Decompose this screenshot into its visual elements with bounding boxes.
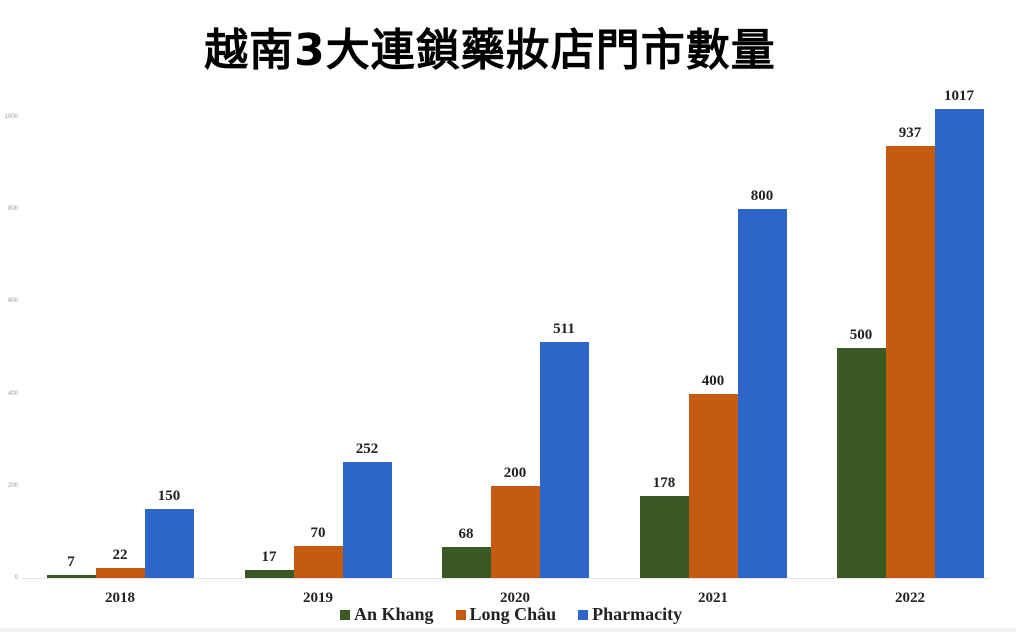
data-label: 200 bbox=[503, 464, 527, 481]
bar-pharmacity-2018 bbox=[144, 508, 194, 578]
x-tick-label: 2021 bbox=[698, 590, 728, 606]
legend-label: Long Châu bbox=[469, 604, 557, 624]
legend-label: An Khang bbox=[354, 604, 434, 624]
y-tick-label: 400 bbox=[7, 390, 18, 397]
legend-item: Pharmacity bbox=[578, 604, 682, 625]
bar-an-khang-2018 bbox=[46, 574, 96, 578]
x-tick-label: 2018 bbox=[105, 590, 135, 606]
data-label: 7 bbox=[67, 553, 75, 570]
data-label: 511 bbox=[553, 321, 575, 338]
bar-pharmacity-2019 bbox=[342, 461, 392, 578]
bar-an-khang-2020 bbox=[441, 546, 491, 578]
data-label: 68 bbox=[458, 525, 474, 542]
data-label: 800 bbox=[750, 188, 774, 205]
bar-long-chau-2019 bbox=[293, 545, 343, 578]
data-label: 252 bbox=[355, 440, 379, 457]
legend-swatch-icon bbox=[455, 609, 466, 620]
chart-title: 越南3大連鎖藥妝店門市數量 bbox=[204, 25, 776, 76]
bar-long-chau-2021 bbox=[688, 393, 738, 578]
bottom-border-strip bbox=[0, 628, 1016, 632]
bar-an-khang-2022 bbox=[836, 347, 886, 578]
data-label: 22 bbox=[112, 546, 128, 563]
bar-long-chau-2020 bbox=[490, 485, 540, 578]
bar-pharmacity-2021 bbox=[737, 209, 787, 578]
x-tick-label: 2019 bbox=[303, 590, 333, 606]
bar-long-chau-2022 bbox=[885, 146, 935, 578]
y-tick-label: 200 bbox=[7, 482, 18, 489]
legend-item: An Khang bbox=[340, 604, 434, 625]
bar-long-chau-2018 bbox=[95, 567, 145, 578]
data-label: 150 bbox=[157, 487, 181, 504]
x-tick-label: 2022 bbox=[895, 590, 925, 606]
y-tick-label: 600 bbox=[7, 298, 18, 305]
data-label: 400 bbox=[701, 372, 725, 389]
data-label: 500 bbox=[849, 326, 873, 343]
bar-pharmacity-2022 bbox=[934, 109, 984, 578]
x-tick-label: 2020 bbox=[500, 590, 530, 606]
data-label: 1017 bbox=[944, 88, 974, 105]
legend-swatch-icon bbox=[340, 609, 350, 620]
data-label: 937 bbox=[898, 125, 922, 142]
x-axis-baseline bbox=[22, 578, 990, 579]
bar-an-khang-2019 bbox=[244, 570, 294, 578]
bar-pharmacity-2020 bbox=[539, 342, 589, 578]
y-tick-label: 0 bbox=[14, 575, 18, 581]
legend-swatch-icon bbox=[578, 609, 589, 620]
data-label: 17 bbox=[261, 549, 277, 566]
bar-chart-plot-area: 0 200 400 600 800 1000 7 22 150 2018 17 70 252 2019 68… bbox=[0, 88, 1016, 606]
bar-an-khang-2021 bbox=[639, 495, 689, 578]
legend-item: Long Châu bbox=[455, 604, 557, 625]
chart-legend: An Khang Long Châu Pharmacity bbox=[340, 604, 682, 625]
data-label: 178 bbox=[652, 474, 676, 491]
data-label: 70 bbox=[310, 524, 326, 541]
y-tick-label: 800 bbox=[7, 206, 18, 213]
legend-label: Pharmacity bbox=[592, 604, 683, 624]
y-tick-label: 1000 bbox=[4, 114, 18, 120]
